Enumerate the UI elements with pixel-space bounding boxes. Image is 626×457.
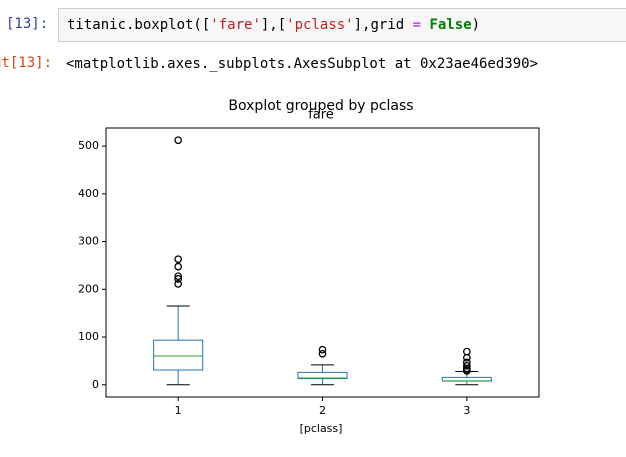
- y-tick-label: 200: [78, 282, 99, 295]
- code-cell[interactable]: titanic.boxplot(['fare'],['pclass'],grid…: [58, 8, 626, 42]
- flier: [174, 262, 183, 271]
- flier: [318, 349, 327, 358]
- chart: Boxplot grouped by pclass fare [pclass] …: [78, 98, 540, 435]
- y-tick-label: 100: [78, 330, 99, 343]
- x-tick-label: 1: [175, 404, 182, 417]
- code-token: ],[: [260, 17, 287, 33]
- code-token: 'fare': [210, 17, 261, 33]
- flier: [318, 345, 327, 354]
- code-token: =: [412, 17, 422, 33]
- flier: [462, 347, 471, 356]
- flier: [174, 255, 183, 264]
- flier: [174, 275, 183, 283]
- box: [297, 371, 348, 380]
- input-prompt: [13]:: [6, 16, 49, 32]
- box: [153, 339, 204, 371]
- output-prompt: Out[13]:: [0, 55, 52, 71]
- flier: [462, 358, 471, 367]
- y-tick-label: 0: [92, 378, 99, 391]
- code-token: ): [471, 17, 481, 33]
- chart-title: Boxplot grouped by pclass: [228, 98, 413, 114]
- y-tick-label: 400: [78, 187, 99, 200]
- chart-subtitle: fare: [308, 108, 334, 123]
- code-token: titanic.boxplot([: [67, 17, 211, 33]
- code-token: 'pclass': [286, 17, 354, 33]
- flier: [462, 361, 471, 370]
- x-axis-label: [pclass]: [300, 422, 343, 435]
- y-tick-label: 300: [78, 235, 99, 248]
- x-tick-label: 3: [463, 404, 470, 417]
- flier: [462, 353, 471, 362]
- code-token: [421, 17, 429, 33]
- x-tick-label: 2: [319, 404, 326, 417]
- flier: [174, 272, 183, 281]
- flier: [174, 136, 183, 145]
- output-text: <matplotlib.axes._subplots.AxesSubplot a…: [66, 56, 539, 72]
- flier: [174, 280, 183, 288]
- code-token: ],grid: [353, 17, 413, 33]
- code-token: False: [429, 17, 472, 33]
- y-tick-label: 500: [78, 139, 99, 152]
